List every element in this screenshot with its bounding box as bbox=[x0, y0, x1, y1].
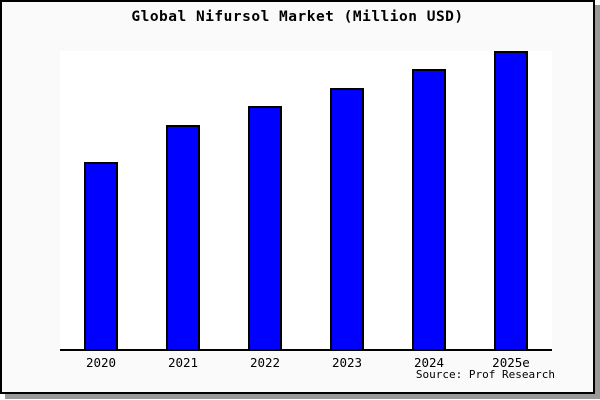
chart-card: Global Nifursol Market (Million USD) 202… bbox=[0, 0, 595, 394]
x-tick-label-2022: 2022 bbox=[249, 355, 281, 370]
x-tick-label-2024: 2024 bbox=[413, 355, 445, 370]
bar-2025e bbox=[494, 51, 528, 349]
x-axis-labels: 2020 2021 2022 2023 2024 2025e bbox=[60, 355, 552, 371]
bar-2021 bbox=[166, 125, 200, 349]
bar-2022 bbox=[248, 106, 282, 349]
x-tick-label-2025e: 2025e bbox=[492, 355, 530, 370]
bar-2023 bbox=[330, 88, 364, 349]
bar-2024 bbox=[412, 69, 446, 349]
x-tick-label-2023: 2023 bbox=[331, 355, 363, 370]
chart-title: Global Nifursol Market (Million USD) bbox=[131, 9, 464, 25]
bar-2020 bbox=[84, 162, 118, 349]
source-note: Source: Prof Research bbox=[415, 368, 555, 381]
plot-area bbox=[60, 51, 552, 351]
x-tick-label-2020: 2020 bbox=[85, 355, 117, 370]
x-tick-label-2021: 2021 bbox=[167, 355, 199, 370]
